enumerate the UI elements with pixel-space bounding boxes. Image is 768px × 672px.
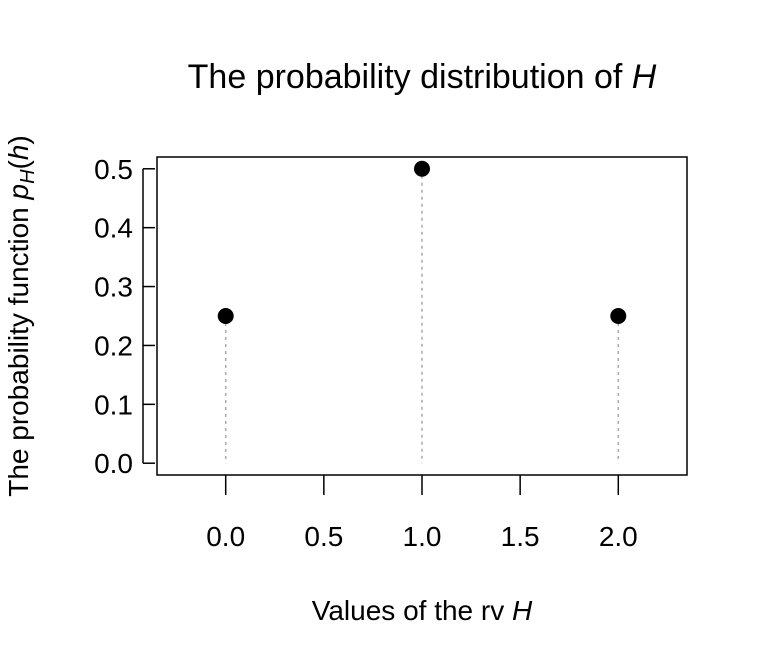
y-tick-label: 0.1 <box>94 389 133 420</box>
x-axis-label: Values of the rv H <box>312 595 533 626</box>
data-point <box>610 308 627 324</box>
y-tick-label: 0.5 <box>94 154 133 185</box>
chart-title: The probability distribution of H <box>188 58 657 96</box>
drop-lines <box>224 168 620 464</box>
x-tick-label: 0.5 <box>304 521 343 552</box>
y-tick-label: 0.0 <box>94 448 133 479</box>
data-point <box>414 160 430 177</box>
x-tick-label: 2.0 <box>599 521 638 552</box>
y-axis-label: The probability function pH(h) <box>3 135 39 497</box>
data-point <box>217 308 234 324</box>
x-tick-label: 0.0 <box>206 521 245 552</box>
data-points <box>217 160 627 324</box>
y-tick-label: 0.2 <box>94 330 133 361</box>
x-tick-label: 1.5 <box>501 521 540 552</box>
x-axis: 0.0 0.5 1.0 1.5 2.0 <box>206 475 638 552</box>
y-tick-label: 0.3 <box>94 272 133 303</box>
y-tick-label: 0.4 <box>94 213 133 244</box>
x-tick-label: 1.0 <box>403 521 442 552</box>
y-axis: 0.0 0.1 0.2 0.3 0.4 0.5 <box>94 154 155 479</box>
